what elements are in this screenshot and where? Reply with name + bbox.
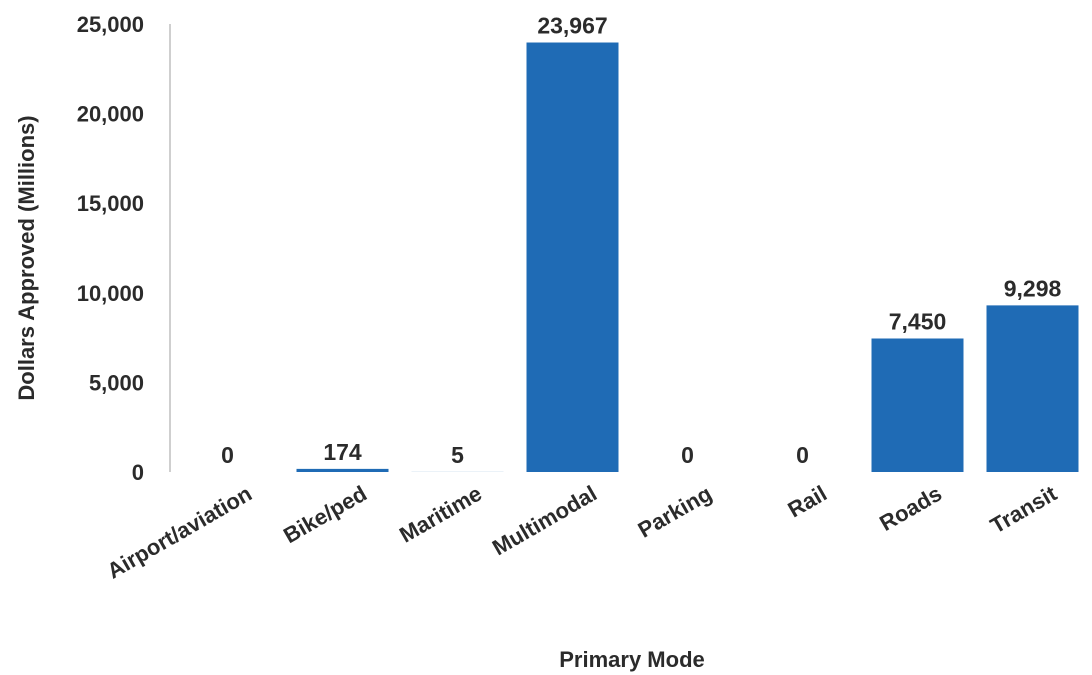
x-axis-title: Primary Mode [559,647,705,672]
y-tick-label: 5,000 [89,370,144,395]
x-tick-label: Roads [875,481,946,536]
x-tick-label: Airport/aviation [103,481,256,584]
bar [871,338,964,472]
x-tick-label: Rail [784,481,831,523]
data-label: 7,450 [889,308,947,334]
data-label: 174 [323,439,362,465]
bar [526,42,619,473]
y-axis-title: Dollars Approved (Millions) [14,115,39,400]
bar [986,305,1079,472]
data-label: 9,298 [1004,275,1062,301]
data-label: 5 [451,442,464,468]
x-tick-label: Multimodal [488,481,601,561]
x-tick-label: Bike/ped [279,481,371,549]
x-tick-label: Parking [634,481,716,543]
data-labels: 0 174 5 23,967 0 0 7,450 9,298 [221,13,1061,468]
data-label: 0 [681,442,694,468]
y-tick-label: 20,000 [77,102,144,127]
x-tick-label: Transit [986,480,1062,538]
y-tick-label: 25,000 [77,12,144,37]
data-label: 23,967 [537,13,607,39]
x-tick-label: Maritime [395,481,486,548]
bar [296,468,389,472]
y-tick-label: 10,000 [77,281,144,306]
data-label: 0 [221,442,234,468]
bars [296,42,1079,473]
y-tick-label: 15,000 [77,191,144,216]
y-axis-ticks: 0 5,000 10,000 15,000 20,000 25,000 [77,12,144,485]
y-tick-label: 0 [132,460,144,485]
x-axis-ticks: Airport/aviation Bike/ped Maritime Multimod… [103,480,1062,583]
data-label: 0 [796,442,809,468]
